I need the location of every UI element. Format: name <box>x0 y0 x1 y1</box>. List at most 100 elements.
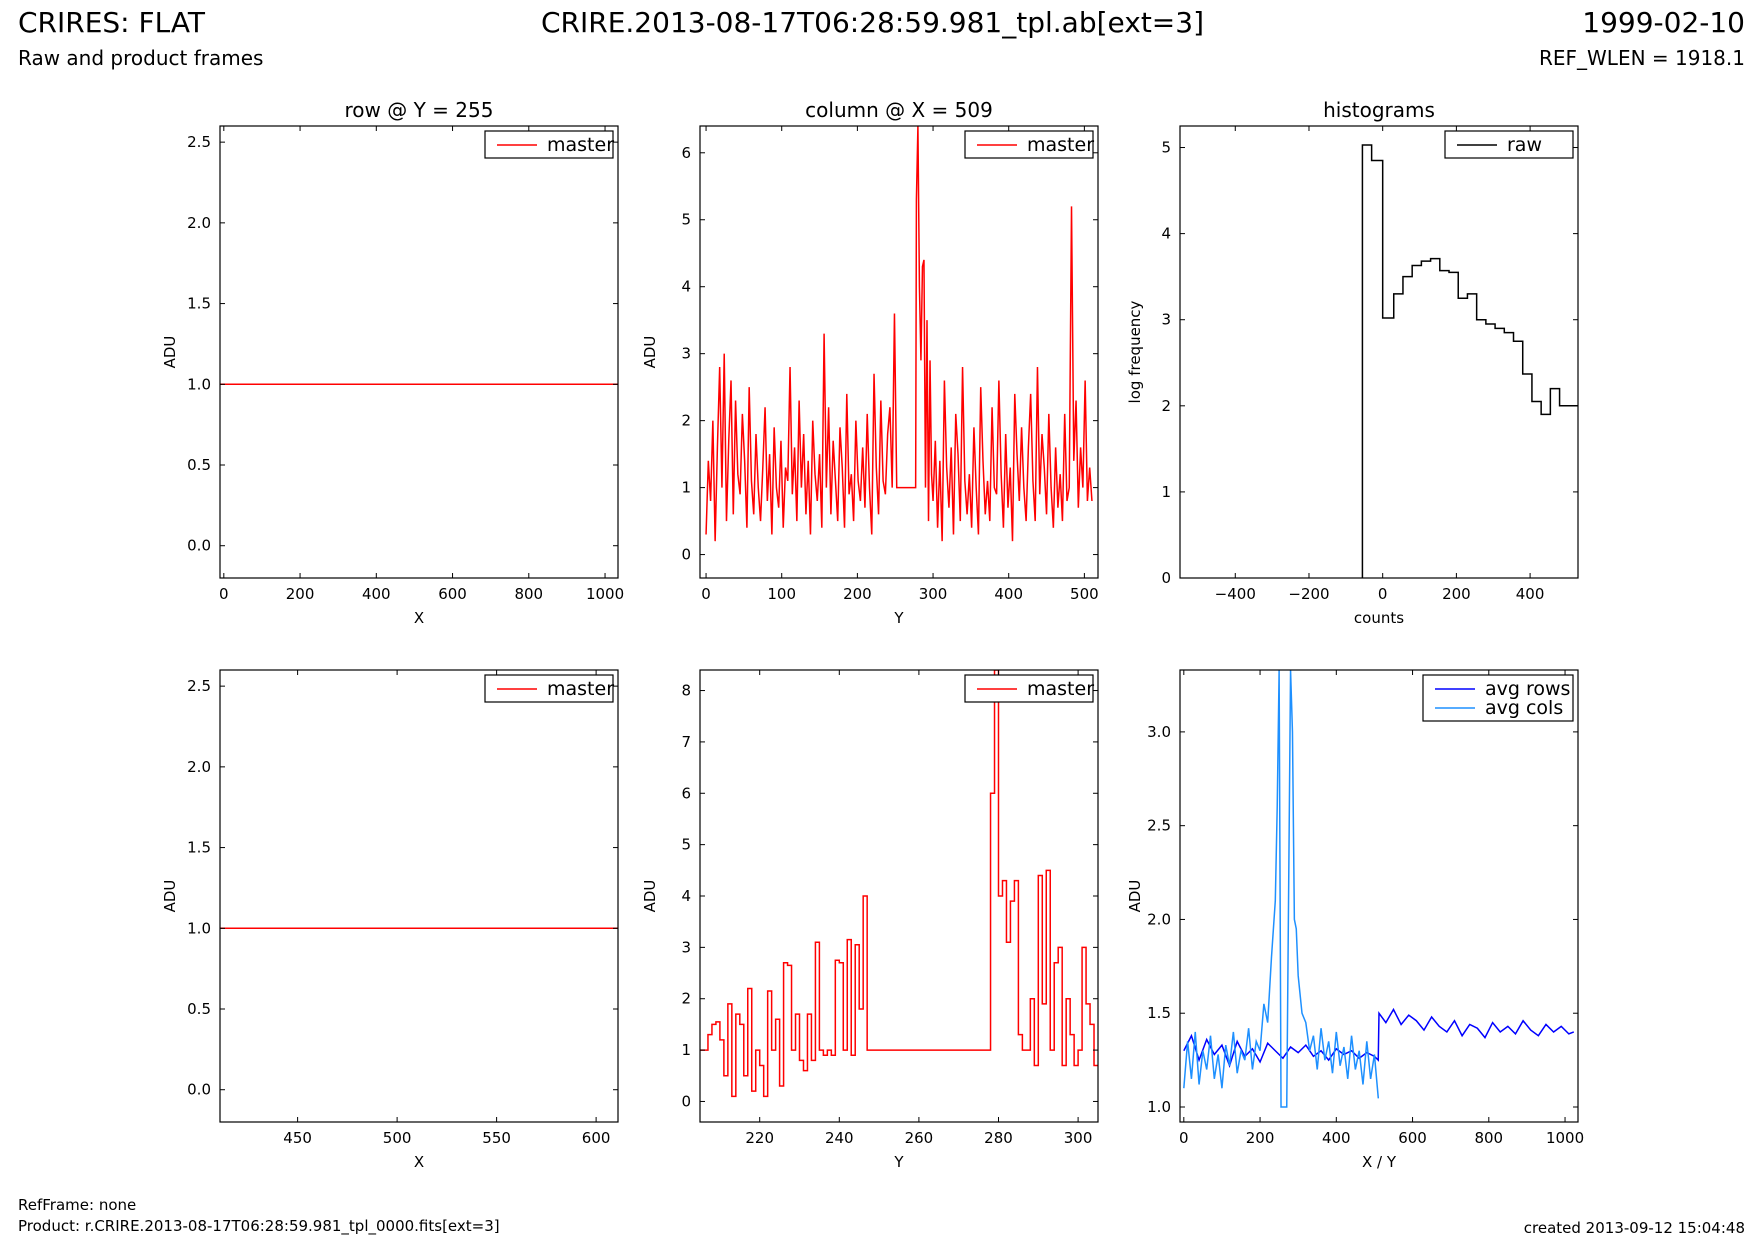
y-tick-label: 5 <box>681 211 691 229</box>
y-tick-label: 1.5 <box>187 839 211 857</box>
plot-panel-4: 450 500 550 600 0.0 0.5 1.0 1.5 2.0 2.5 X ADU master <box>161 669 619 1171</box>
x-tick-label: 1000 <box>586 585 624 603</box>
legend: master <box>964 130 1094 159</box>
x-tick-label: 800 <box>514 585 543 603</box>
x-tick-label: 220 <box>745 1129 774 1147</box>
ref-frame-label: RefFrame: none <box>18 1196 137 1214</box>
x-tick-label: 500 <box>1070 585 1099 603</box>
y-tick-label: 2 <box>681 990 691 1008</box>
plot-frame <box>1179 125 1579 579</box>
x-tick-label: 200 <box>286 585 315 603</box>
legend: master <box>484 130 614 159</box>
plot-panel-6: 0 200 400 600 800 1000 1.0 1.5 2.0 2.5 3.0 X / Y ADU… <box>1126 669 1584 1171</box>
plot-frame <box>699 125 1099 579</box>
y-axis-label: ADU <box>161 880 179 913</box>
y-tick-label: 4 <box>681 278 691 296</box>
y-tick-label: 2.0 <box>187 214 211 232</box>
plot-panel-1: 0 200 400 600 800 1000 0.0 0.5 1.0 1.5 2.0 2.5 row @… <box>161 98 624 627</box>
series-line-raw <box>1361 144 1578 578</box>
x-tick-label: 400 <box>1322 1129 1351 1147</box>
x-tick-label: 400 <box>362 585 391 603</box>
legend-label: master <box>1027 134 1094 156</box>
x-tick-label: 260 <box>905 1129 934 1147</box>
x-axis-label: Y <box>893 1153 904 1171</box>
y-tick-label: 0.5 <box>187 456 211 474</box>
x-tick-label: 0 <box>701 585 711 603</box>
x-tick-label: 550 <box>482 1129 511 1147</box>
y-tick-label: 5 <box>1161 139 1171 157</box>
x-tick-label: 300 <box>919 585 948 603</box>
y-tick-label: 1 <box>681 1041 691 1059</box>
x-axis-label: X <box>414 609 424 627</box>
y-tick-label: 7 <box>681 733 691 751</box>
y-tick-label: 8 <box>681 682 691 700</box>
file-title: CRIRE.2013-08-17T06:28:59.981_tpl.ab[ext… <box>541 6 1205 39</box>
legend-label: master <box>547 134 614 156</box>
x-tick-label: 600 <box>582 1129 611 1147</box>
x-tick-label: 600 <box>1398 1129 1427 1147</box>
y-tick-label: 2 <box>1161 397 1171 415</box>
legend: raw <box>1444 130 1574 159</box>
x-tick-label: 200 <box>1442 585 1471 603</box>
x-tick-label: 100 <box>767 585 796 603</box>
y-tick-label: 3 <box>1161 311 1171 329</box>
y-tick-label: 1 <box>681 479 691 497</box>
plot-frame <box>219 669 619 1123</box>
y-tick-label: 4 <box>681 887 691 905</box>
y-tick-label: 3 <box>681 938 691 956</box>
series-line-master <box>705 126 1093 542</box>
y-tick-label: 2 <box>681 412 691 430</box>
plot-frame <box>219 125 619 579</box>
x-tick-label: 1000 <box>1546 1129 1584 1147</box>
series-line-master <box>700 670 1098 1098</box>
x-axis-label: X <box>414 1153 424 1171</box>
x-tick-label: 0 <box>1378 585 1388 603</box>
x-tick-label: 240 <box>825 1129 854 1147</box>
y-tick-label: 2.0 <box>187 758 211 776</box>
y-tick-label: 0.0 <box>187 537 211 555</box>
x-tick-label: 0 <box>1179 1129 1189 1147</box>
x-tick-label: 450 <box>283 1129 312 1147</box>
x-tick-label: 400 <box>994 585 1023 603</box>
y-tick-label: 2.0 <box>1147 910 1171 928</box>
y-tick-label: 0.0 <box>187 1081 211 1099</box>
legend: master <box>964 674 1094 703</box>
legend-label: raw <box>1507 134 1542 156</box>
x-tick-label: 200 <box>1246 1129 1275 1147</box>
x-tick-label: −400 <box>1215 585 1256 603</box>
created-label: created 2013-09-12 15:04:48 <box>1523 1219 1745 1237</box>
product-label: Product: r.CRIRE.2013-08-17T06:28:59.981… <box>18 1217 500 1235</box>
x-tick-label: 800 <box>1474 1129 1503 1147</box>
x-tick-label: 0 <box>219 585 229 603</box>
y-axis-label: ADU <box>641 336 659 369</box>
legend-label: avg cols <box>1485 697 1563 719</box>
y-axis-label: ADU <box>1126 880 1144 913</box>
legend-label: master <box>547 678 614 700</box>
plot-panel-5: 220 240 260 280 300 0 1 2 3 4 5 6 7 8 Y ADU master <box>641 669 1099 1171</box>
plot-panel-3: −400 −200 0 200 400 0 1 2 3 4 5 histograms counts log… <box>1126 98 1579 627</box>
legend: master <box>484 674 614 703</box>
y-tick-label: 0 <box>681 546 691 564</box>
y-tick-label: 1.5 <box>1147 1004 1171 1022</box>
series-line-avg-cols <box>1183 670 1379 1108</box>
x-tick-label: 280 <box>984 1129 1013 1147</box>
legend-label: master <box>1027 678 1094 700</box>
y-axis-label: log frequency <box>1126 300 1144 403</box>
y-tick-label: 2.5 <box>1147 817 1171 835</box>
y-tick-label: 1.0 <box>187 919 211 937</box>
y-tick-label: 1.0 <box>1147 1098 1171 1116</box>
y-tick-label: 2.5 <box>187 677 211 695</box>
page-subtitle: Raw and product frames <box>18 46 264 70</box>
ref-wlen-label: REF_WLEN = 1918.1 <box>1538 46 1745 70</box>
legend-box <box>1422 674 1574 722</box>
x-axis-label: counts <box>1354 609 1404 627</box>
plot-frame <box>1179 669 1579 1123</box>
x-tick-label: 500 <box>383 1129 412 1147</box>
y-tick-label: 4 <box>1161 225 1171 243</box>
x-tick-label: 300 <box>1064 1129 1093 1147</box>
x-tick-label: −200 <box>1288 585 1329 603</box>
plot-panel-2: 0 100 200 300 400 500 0 1 2 3 4 5 6 column @ X = 509 Y… <box>641 98 1099 627</box>
series-line-avg-rows <box>1183 1007 1575 1069</box>
